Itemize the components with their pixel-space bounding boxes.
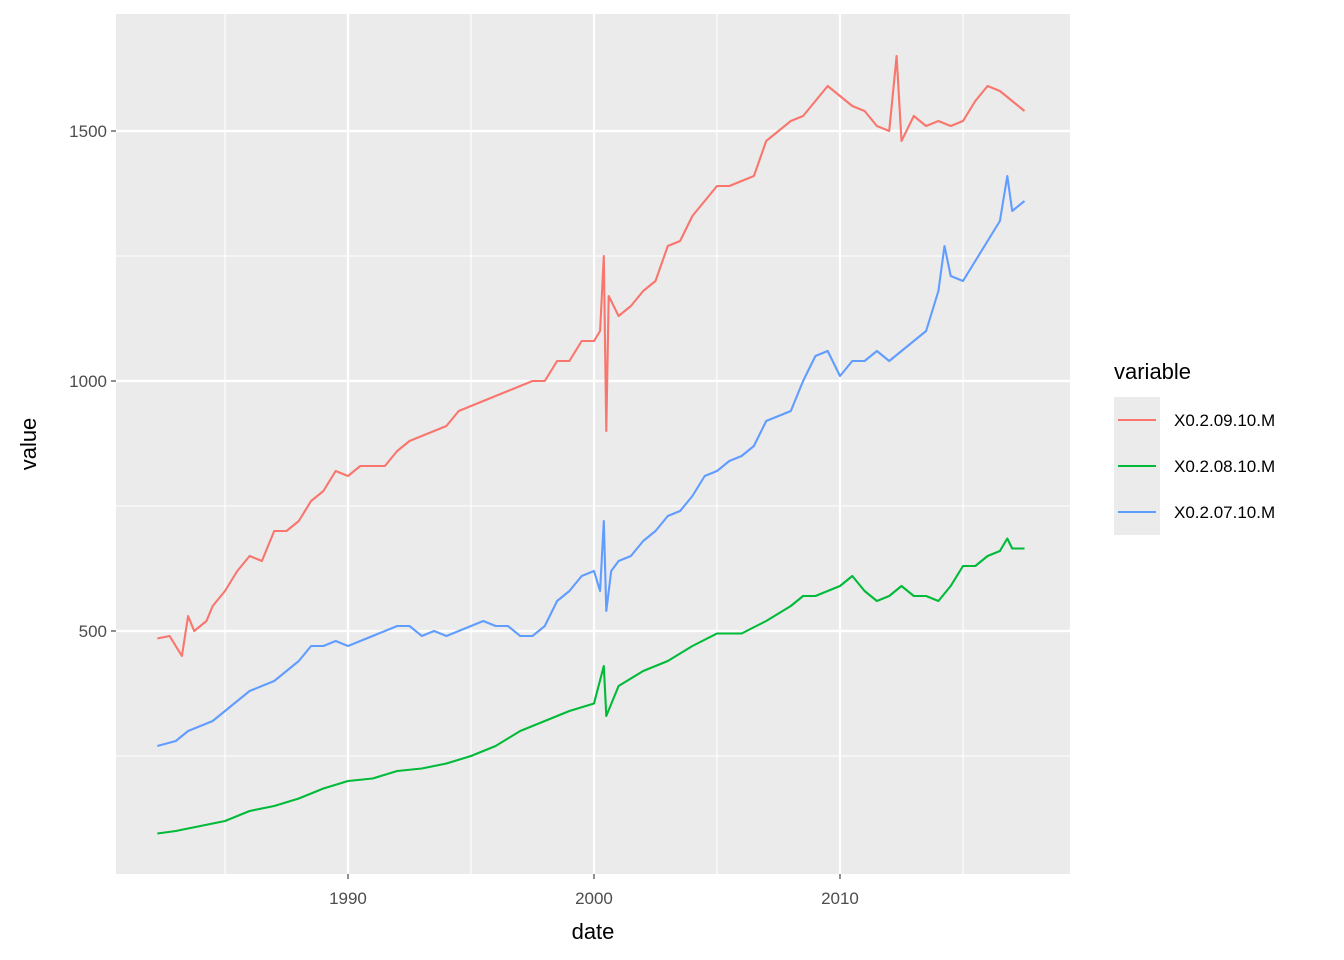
legend: variable X0.2.09.10.M X0.2.08.10.M X0.2.07… xyxy=(1114,359,1275,535)
series-line xyxy=(157,174,1026,748)
major-gridlines xyxy=(116,14,1070,874)
x-axis-title: date xyxy=(572,919,615,944)
x-tick-label: 2010 xyxy=(821,889,859,908)
series-line xyxy=(157,537,1025,835)
y-axis-title: value xyxy=(16,418,41,471)
y-tick-label: 1500 xyxy=(69,122,107,141)
x-tick-label: 1990 xyxy=(329,889,367,908)
y-tick-label: 1000 xyxy=(69,372,107,391)
x-axis: 1990 2000 2010 xyxy=(329,874,859,908)
x-tick-label: 2000 xyxy=(575,889,613,908)
series-line xyxy=(157,54,1026,658)
legend-label: X0.2.07.10.M xyxy=(1174,503,1275,522)
legend-label: X0.2.08.10.M xyxy=(1174,457,1275,476)
legend-title: variable xyxy=(1114,359,1191,384)
y-tick-label: 500 xyxy=(79,622,107,641)
series-lines xyxy=(157,54,1026,835)
legend-label: X0.2.09.10.M xyxy=(1174,411,1275,430)
y-axis: 500 1000 1500 xyxy=(69,122,116,641)
